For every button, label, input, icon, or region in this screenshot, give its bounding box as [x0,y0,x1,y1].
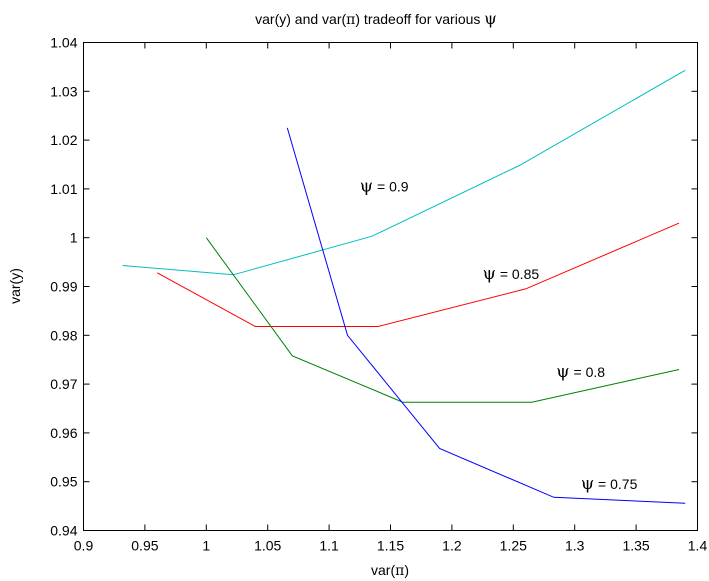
y-tick-label: 1.01 [50,181,77,197]
title-pi-symbol: π [346,12,355,28]
annotation-psi-0.8: ψ = 0.8 [556,362,605,382]
y-tick-label: 0.94 [50,523,77,539]
annotation-psi-0.9: ψ = 0.9 [360,176,409,196]
y-tick-label: 0.95 [50,474,77,490]
annotation-psi-symbol: ψ [556,362,569,382]
series-line-psi-0.75 [286,127,686,504]
annotation-psi-symbol: ψ [360,176,373,196]
x-tick-label: 0.95 [131,538,158,554]
y-axis-label: var(y) [7,268,23,304]
y-axis-ticks: 0.94 0.95 0.96 0.97 0.98 0.99 1 1.01 1.02 1.03 1.0… [50,35,698,539]
title-psi-symbol: ψ [484,9,497,28]
series-line-psi-0.9 [122,69,686,276]
y-tick-label: 0.98 [50,327,77,343]
annotation-layer: ψ = 0.9ψ = 0.85ψ = 0.8ψ = 0.75 [360,176,638,494]
x-tick-label: 1.4 [688,538,708,554]
annotation-value: = 0.9 [373,178,409,194]
x-tick-label: 1.15 [377,538,404,554]
y-tick-label: 0.99 [50,279,77,295]
annotation-psi-0.85: ψ = 0.85 [483,264,540,284]
title-middle: ) tradeoff for various [355,11,484,27]
x-tick-label: 1.1 [319,538,339,554]
x-tick-label: 0.9 [74,538,94,554]
series-line-psi-0.85 [156,222,680,327]
x-tick-label: 1 [202,538,210,554]
x-tick-label: 1.3 [565,538,585,554]
series-line-psi-0.8 [205,237,680,403]
annotation-value: = 0.75 [594,476,637,492]
x-axis-ticks: 0.9 0.95 1 1.05 1.1 1.15 1.2 1.25 1.3 1.35 1.4 [74,42,708,554]
series-layer [122,69,686,504]
annotation-psi-symbol: ψ [581,474,594,494]
x-label-pi-symbol: π [395,563,404,579]
annotation-value: = 0.85 [496,266,539,282]
chart-title: var(y) and var(π) tradeoff for various ψ [255,9,497,28]
y-tick-label: 0.96 [50,425,77,441]
x-tick-label: 1.25 [500,538,527,554]
x-label-prefix: var( [371,562,395,578]
x-tick-label: 1.2 [442,538,462,554]
x-tick-label: 1.35 [622,538,649,554]
annotation-psi-0.75: ψ = 0.75 [581,474,638,494]
y-tick-label: 0.97 [50,376,77,392]
annotation-value: = 0.8 [570,364,606,380]
x-label-suffix: ) [404,562,409,578]
x-axis-label: var(π) [371,562,409,579]
y-tick-label: 1.04 [50,35,77,51]
annotation-psi-symbol: ψ [483,264,496,284]
x-tick-label: 1.05 [254,538,281,554]
title-prefix: var(y) and var( [255,11,346,27]
y-tick-label: 1.03 [50,83,77,99]
y-tick-label: 1 [70,230,78,246]
y-tick-label: 1.02 [50,132,77,148]
